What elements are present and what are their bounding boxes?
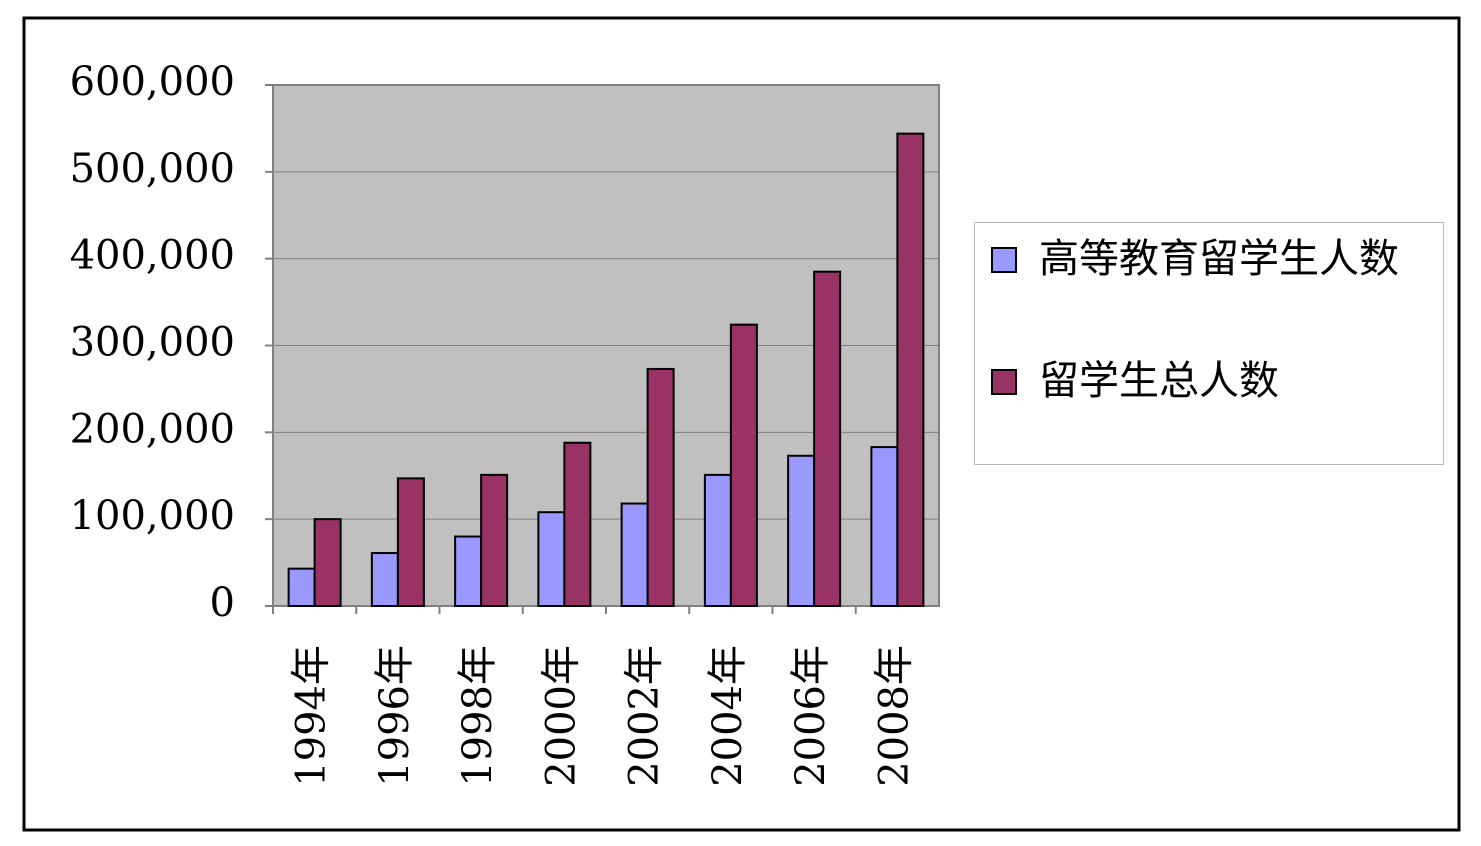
chart-border (22, 16, 1461, 832)
x-tick-label: 2002年 (622, 645, 668, 787)
y-tick-label: 300,000 (70, 320, 235, 366)
bar (703, 473, 732, 607)
y-tick-label: 600,000 (70, 59, 235, 105)
bar (729, 323, 758, 607)
legend-swatch (991, 369, 1017, 395)
legend-swatch (991, 247, 1017, 273)
y-tick-label: 200,000 (70, 406, 235, 452)
x-tick-label: 1998年 (455, 645, 501, 787)
x-tick-label: 2006年 (788, 645, 834, 787)
bar (287, 567, 316, 608)
legend-label: 高等教育留学生人数 (1039, 236, 1399, 282)
bar (896, 132, 925, 607)
bar (620, 502, 649, 607)
bar (454, 535, 483, 607)
y-tick-label: 500,000 (70, 146, 235, 192)
bar (813, 270, 842, 607)
bar (480, 473, 509, 607)
legend-item: 留学生总人数 (991, 357, 1411, 405)
x-tick-label: 1994年 (289, 645, 335, 787)
bar (370, 552, 399, 608)
bar (870, 446, 899, 607)
bar (646, 367, 675, 607)
x-tick-label: 1996年 (372, 645, 418, 787)
y-tick-label: 0 (210, 580, 235, 626)
legend: 高等教育留学生人数 留学生总人数 (974, 222, 1444, 465)
y-tick-label: 100,000 (70, 493, 235, 539)
x-tick-label: 2008年 (871, 645, 917, 787)
bar (563, 441, 592, 607)
legend-label: 留学生总人数 (1039, 358, 1279, 404)
x-tick-label: 2000年 (538, 645, 584, 787)
legend-item: 高等教育留学生人数 (991, 235, 1411, 283)
bar (313, 518, 342, 608)
bar (396, 477, 425, 608)
bar (787, 454, 816, 607)
y-tick-label: 400,000 (70, 233, 235, 279)
x-tick-label: 2004年 (705, 645, 751, 787)
bar (537, 511, 566, 607)
